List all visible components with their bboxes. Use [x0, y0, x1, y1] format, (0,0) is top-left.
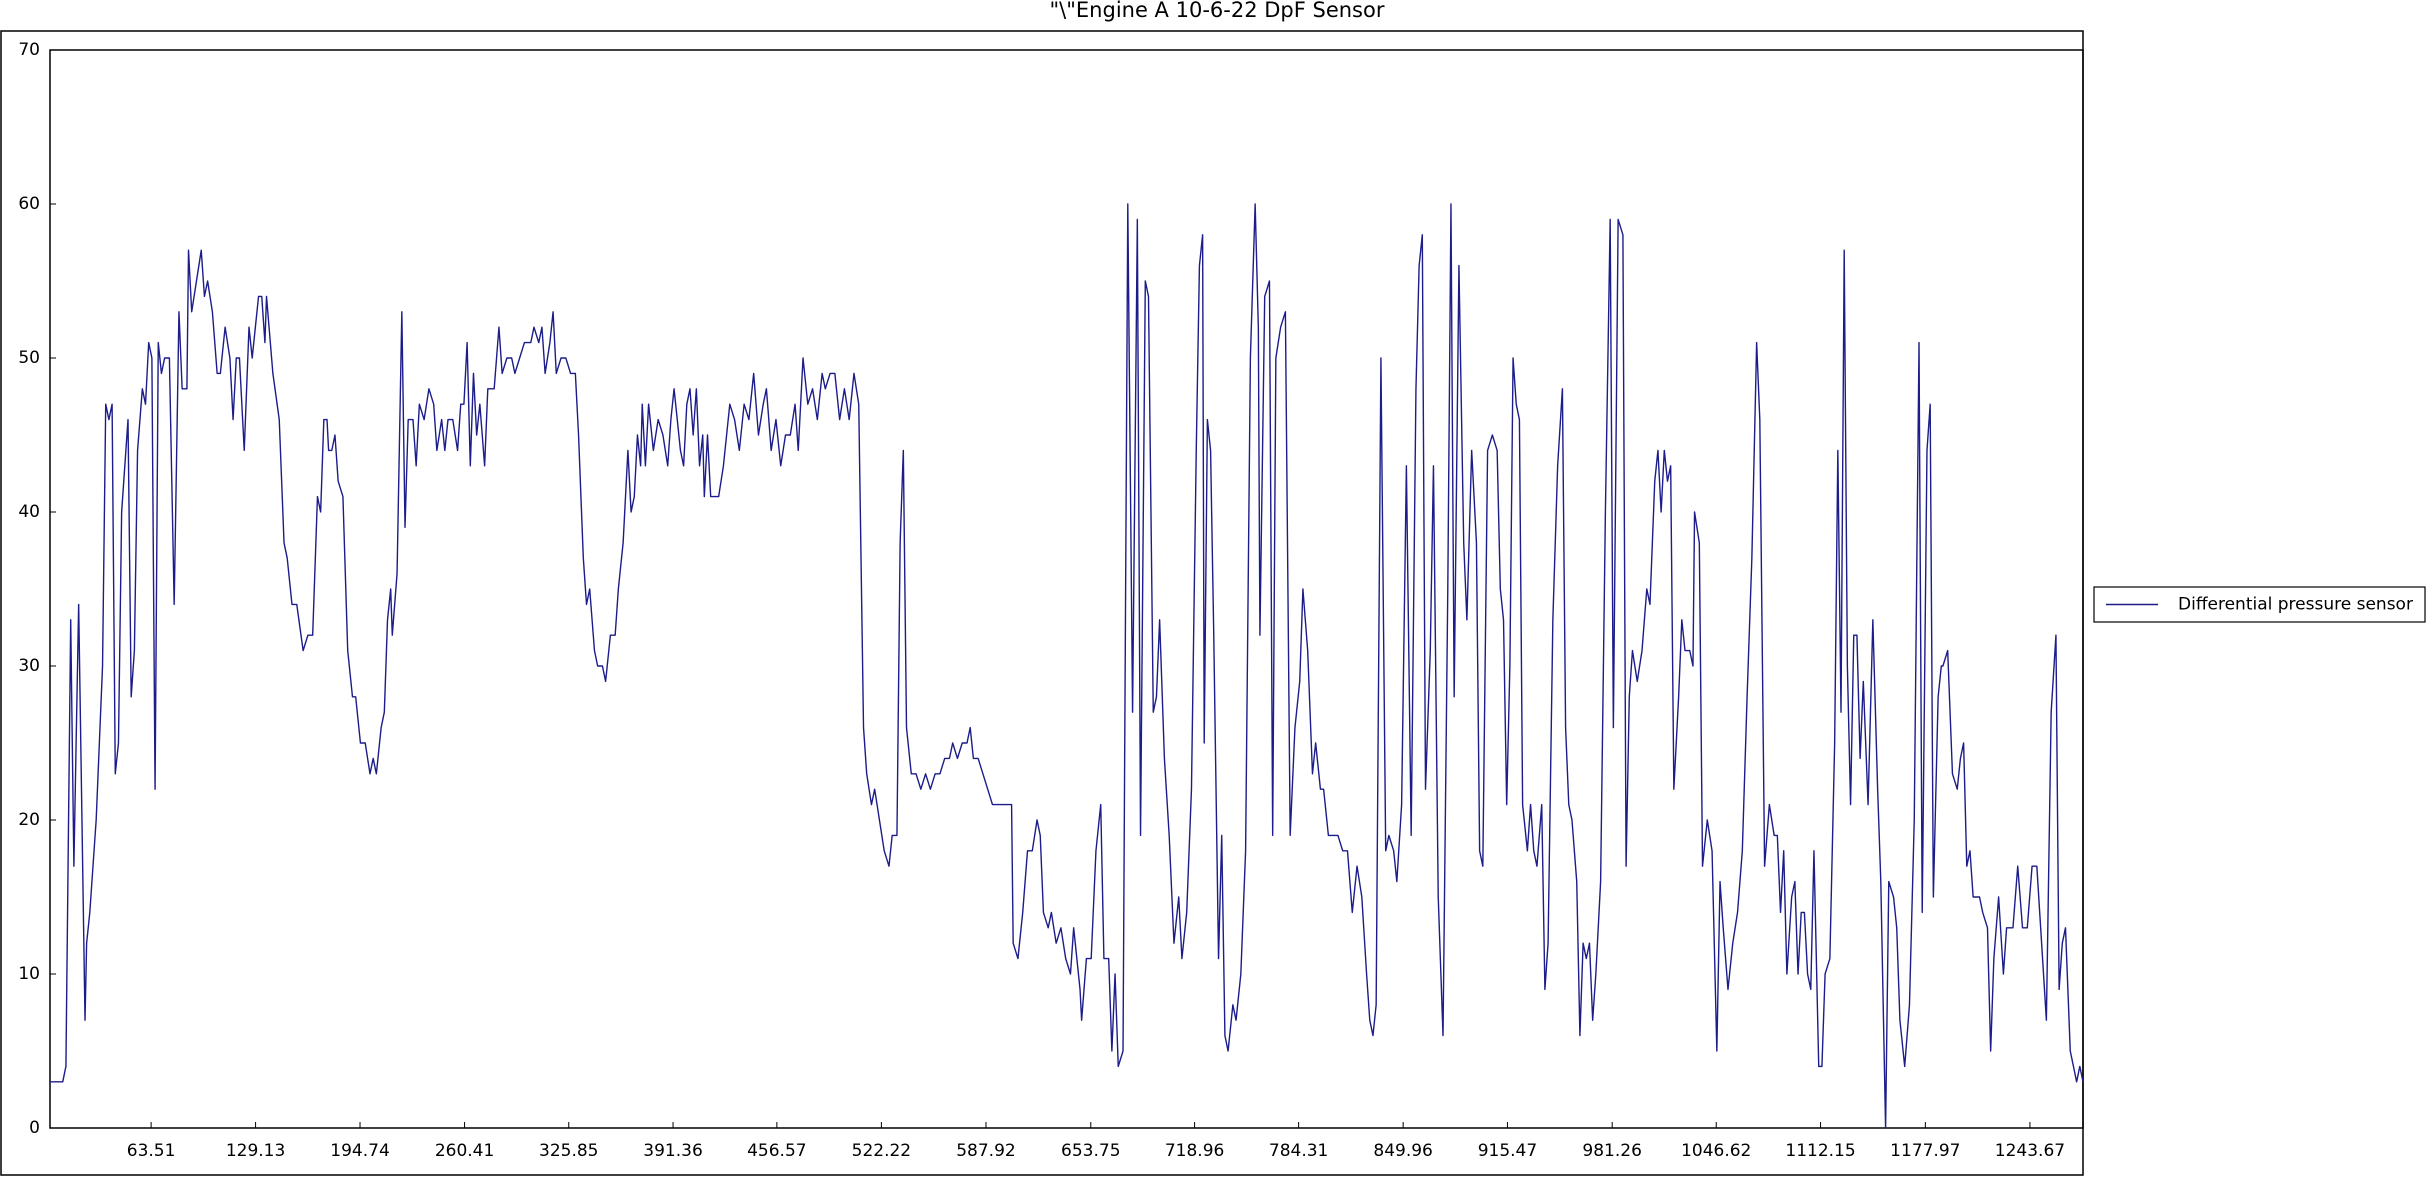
y-tick-label: 70	[18, 40, 40, 60]
chart-title: "\"Engine A 10-6-22 DpF Sensor	[1050, 0, 1385, 22]
y-tick-label: 10	[18, 964, 40, 984]
x-tick-label: 129.13	[226, 1141, 285, 1161]
y-tick-label: 30	[18, 656, 40, 676]
x-tick-label: 522.22	[852, 1141, 911, 1161]
x-tick-label: 63.51	[127, 1141, 176, 1161]
x-tick-label: 1243.67	[1995, 1141, 2065, 1161]
x-tick-label: 1112.15	[1785, 1141, 1855, 1161]
x-tick-label: 653.75	[1061, 1141, 1120, 1161]
x-tick-label: 587.92	[956, 1141, 1015, 1161]
x-tick-label: 194.74	[330, 1141, 389, 1161]
x-tick-label: 1046.62	[1681, 1141, 1751, 1161]
y-tick-label: 20	[18, 810, 40, 830]
x-tick-label: 325.85	[539, 1141, 598, 1161]
plot-area	[49, 49, 2084, 1129]
x-tick-label: 981.26	[1582, 1141, 1641, 1161]
x-tick-label: 784.31	[1269, 1141, 1328, 1161]
data-line	[50, 203, 2084, 1129]
y-tick-label: 40	[18, 502, 40, 522]
legend-label: Differential pressure sensor	[2178, 595, 2413, 615]
y-tick-label: 0	[29, 1118, 40, 1138]
x-tick-label: 456.57	[747, 1141, 806, 1161]
x-tick-label: 391.36	[643, 1141, 702, 1161]
x-tick-label: 849.96	[1373, 1141, 1432, 1161]
x-tick-label: 260.41	[435, 1141, 494, 1161]
y-tick-label: 60	[18, 194, 40, 214]
x-tick-label: 1177.97	[1890, 1141, 1960, 1161]
x-tick-label: 718.96	[1165, 1141, 1224, 1161]
x-tick-label: 915.47	[1478, 1141, 1537, 1161]
y-tick-label: 50	[18, 348, 40, 368]
